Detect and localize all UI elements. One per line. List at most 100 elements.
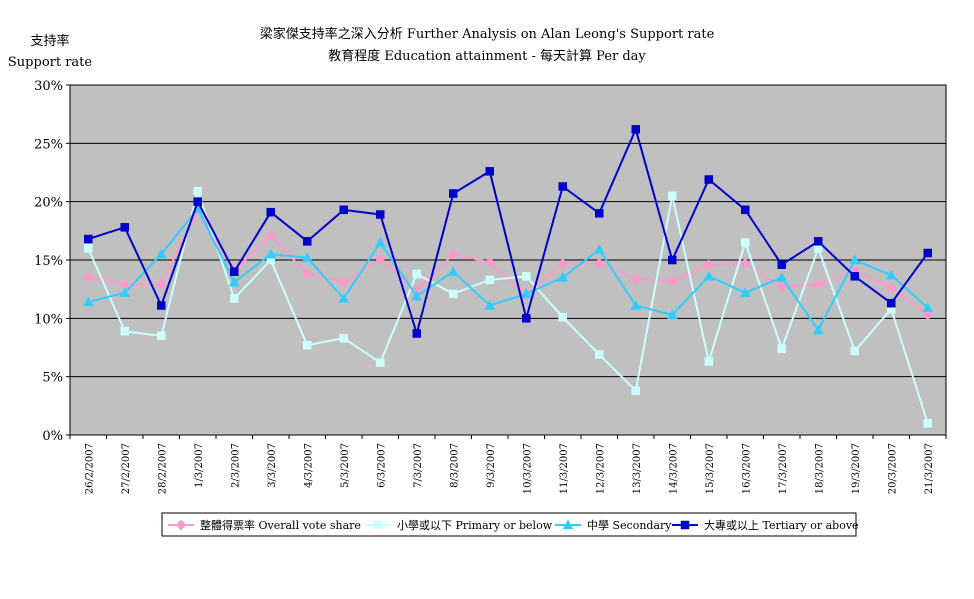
data-point: [157, 331, 166, 341]
y-tick-label: 0%: [42, 429, 63, 444]
data-point: [923, 419, 932, 428]
x-tick-label: 21/3/2007: [924, 443, 935, 494]
x-tick-label: 6/3/2007: [376, 443, 387, 488]
legend-entry-4: 大專或以上 Tertiary or above: [672, 518, 859, 532]
data-point: [741, 205, 750, 215]
legend: 整體得票率 Overall vote share 小學或以下 Primary or…: [161, 512, 859, 537]
data-point: [558, 312, 567, 322]
data-point: [157, 301, 166, 310]
data-point: [175, 519, 187, 531]
x-tick-label: 8/3/2007: [449, 443, 460, 488]
data-point: [376, 358, 385, 367]
series-line: [88, 206, 929, 332]
x-tick-label: 9/3/2007: [486, 443, 497, 488]
data-point: [376, 210, 385, 219]
x-tick-label: 10/3/2007: [522, 443, 533, 494]
data-point: [155, 248, 167, 259]
data-point: [339, 333, 348, 343]
data-point: [777, 260, 786, 269]
data-point: [630, 273, 642, 285]
y-axis-ticks: 0% 5% 10% 15% 20% 25% 30%: [34, 79, 70, 444]
series-2: [84, 186, 932, 428]
data-point: [338, 276, 350, 288]
data-point: [155, 279, 167, 290]
data-point: [922, 309, 934, 321]
x-tick-label: 26/2/2007: [84, 443, 95, 494]
x-tick-label: 19/3/2007: [851, 443, 862, 494]
data-point: [704, 175, 713, 184]
data-point: [193, 197, 202, 206]
x-tick-label: 20/3/2007: [887, 443, 898, 494]
data-point: [557, 271, 569, 282]
data-point: [595, 209, 604, 218]
data-point: [741, 238, 750, 247]
data-point: [119, 287, 131, 297]
x-tick-label: 17/3/2007: [778, 443, 789, 494]
data-point: [485, 275, 494, 285]
x-tick-label: 1/3/2007: [194, 443, 205, 488]
data-point: [338, 292, 350, 303]
y-tick-label: 25%: [34, 137, 63, 152]
data-point: [449, 289, 458, 299]
data-point: [849, 254, 861, 265]
data-point: [301, 252, 313, 262]
x-tick-label: 13/3/2007: [632, 443, 643, 494]
data-point: [339, 205, 348, 215]
x-axis: 26/2/2007 27/2/2007 28/2/2007 1/3/2007 2/3/2…: [69, 435, 947, 494]
data-point: [193, 186, 202, 196]
data-point: [82, 296, 94, 307]
data-point: [562, 519, 574, 530]
y-tick-label: 10%: [34, 312, 63, 327]
legend-entry-1: 整體得票率 Overall vote share: [168, 518, 361, 532]
x-tick-label: 3/3/2007: [267, 443, 278, 488]
data-point: [412, 269, 421, 279]
y-tick-label: 15%: [34, 254, 63, 269]
data-point: [680, 520, 690, 530]
data-point: [704, 357, 713, 366]
data-point: [447, 266, 459, 276]
data-point: [485, 167, 494, 176]
legend-label: 整體得票率 Overall vote share: [200, 518, 361, 532]
chart-title-line2: 教育程度 Education attainment - 每天計算 Per day: [328, 48, 646, 64]
data-point: [84, 234, 93, 244]
data-point: [739, 287, 751, 297]
data-point: [84, 244, 93, 253]
data-point: [739, 258, 751, 269]
data-point: [814, 237, 823, 246]
data-point: [522, 314, 531, 323]
x-tick-label: 7/3/2007: [413, 443, 424, 488]
data-point: [593, 258, 605, 269]
data-point: [777, 344, 786, 353]
y-tick-label: 20%: [34, 196, 63, 211]
legend-entry-3: 中學 Secondary: [555, 519, 672, 532]
x-tick-label: 14/3/2007: [668, 443, 679, 494]
data-point: [885, 269, 897, 280]
data-point: [850, 272, 859, 281]
data-point: [631, 125, 640, 134]
series-4: [84, 125, 932, 338]
data-point: [776, 271, 788, 282]
series-line: [87, 126, 929, 338]
x-tick-label: 4/3/2007: [303, 443, 314, 488]
data-point: [520, 288, 532, 299]
x-tick-label: 5/3/2007: [340, 443, 351, 488]
data-point: [776, 281, 788, 293]
data-point: [703, 259, 715, 271]
data-point: [666, 275, 678, 287]
data-point: [230, 294, 239, 303]
series-layer: [82, 125, 934, 428]
data-point: [447, 248, 459, 260]
data-point: [411, 290, 423, 301]
y-tick-label: 30%: [34, 79, 63, 94]
data-point: [922, 302, 934, 313]
data-point: [593, 243, 605, 254]
data-point: [668, 191, 677, 201]
x-tick-label: 27/2/2007: [121, 443, 132, 494]
data-point: [120, 223, 129, 232]
y-axis-label-line2: Support rate: [8, 55, 93, 70]
data-point: [630, 299, 642, 310]
x-tick-label: 15/3/2007: [705, 443, 716, 494]
x-tick-label: 28/2/2007: [157, 443, 168, 494]
data-point: [887, 298, 896, 308]
